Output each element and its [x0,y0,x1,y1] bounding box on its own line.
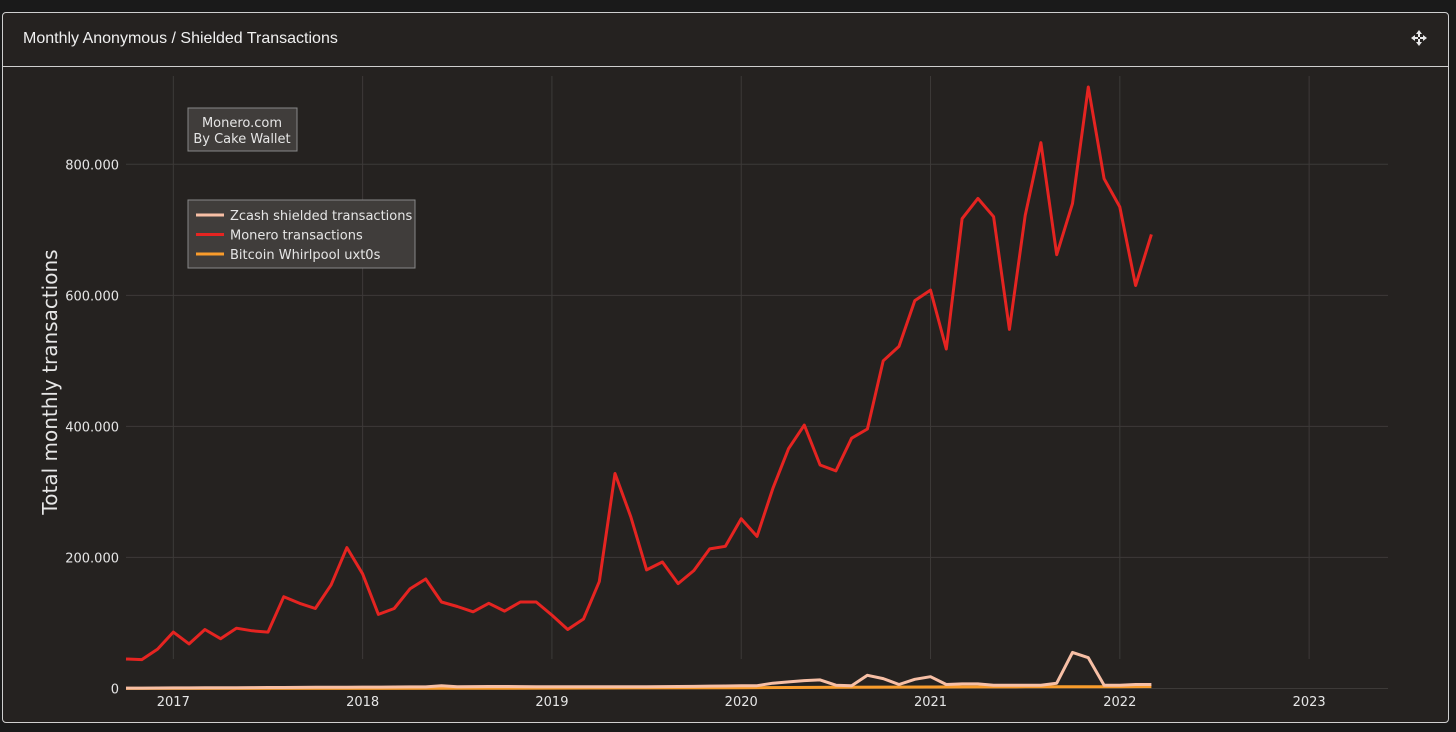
watermark-line2: By Cake Wallet [193,132,290,147]
panel-title: Monthly Anonymous / Shielded Transaction… [23,30,338,47]
y-tick-label: 600.000 [65,289,119,304]
x-tick-label: 2017 [157,695,190,710]
x-tick-label: 2021 [914,695,947,710]
x-axis-ticks: 2017 2018 2019 2020 2021 2022 2023 [157,695,1326,710]
x-tick-label: 2019 [535,695,568,710]
y-tick-label: 0 [111,682,119,697]
x-tick-label: 2018 [346,695,379,710]
panel-header: Monthly Anonymous / Shielded Transaction… [3,13,1448,67]
x-tick-label: 2020 [725,695,758,710]
legend: Zcash shielded transactions Monero transa… [187,199,416,269]
x-tick-label: 2023 [1293,695,1326,710]
move-arrows-icon[interactable] [1410,29,1428,47]
legend-entry: Monero transactions [230,229,363,244]
grid-lines [126,76,1388,689]
legend-entry: Bitcoin Whirlpool uxt0s [230,248,381,263]
y-tick-label: 200.000 [65,551,119,566]
watermark-line1: Monero.com [202,116,282,131]
y-axis-label: Total monthly transactions [38,249,62,515]
series-line-zcash-shielded-transactions [126,650,1152,690]
watermark-box: Monero.com By Cake Wallet [187,107,298,152]
legend-entry: Zcash shielded transactions [230,209,412,224]
y-tick-label: 400.000 [65,420,119,435]
y-tick-label: 800.000 [65,158,119,173]
series-lines [125,85,1153,690]
y-axis-ticks: 0 200.000 400.000 600.000 800.000 [65,158,119,697]
x-tick-label: 2022 [1103,695,1136,710]
series-line-monero-transactions [125,85,1153,662]
